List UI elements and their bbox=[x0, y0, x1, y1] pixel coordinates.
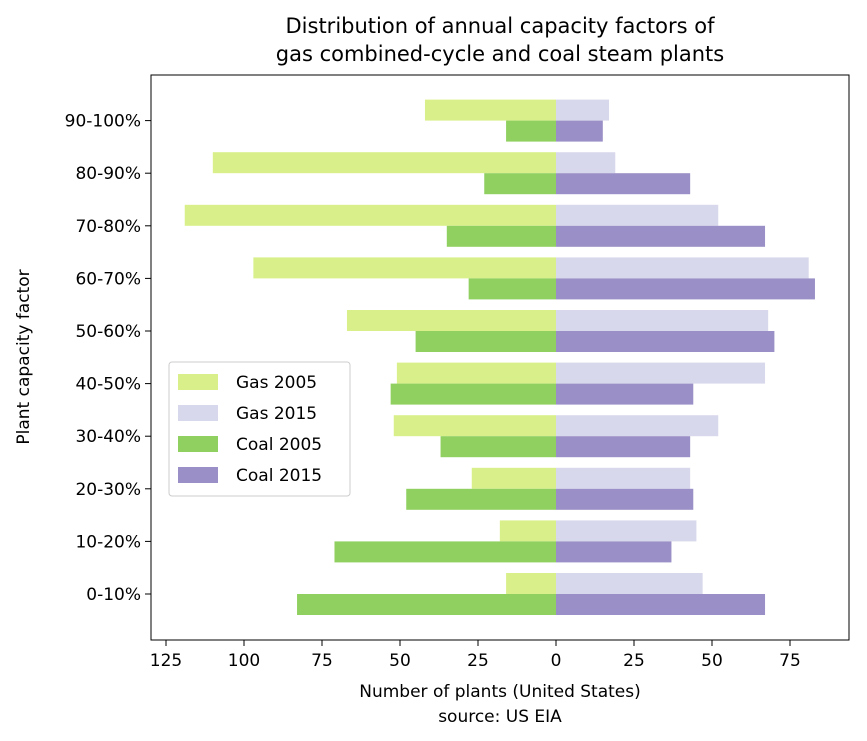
legend-label: Coal 2005 bbox=[236, 435, 322, 455]
bar-gas-2015-10-20% bbox=[556, 520, 697, 542]
x-tick-label: 50 bbox=[389, 651, 411, 671]
bar-gas-2015-60-70% bbox=[556, 257, 809, 279]
x-axis-sublabel: source: US EIA bbox=[438, 707, 562, 727]
bar-coal-2015-40-50% bbox=[556, 383, 694, 405]
bar-coal-2005-20-30% bbox=[406, 488, 556, 510]
legend-label: Gas 2005 bbox=[236, 373, 317, 393]
y-tick-label: 80-90% bbox=[75, 164, 141, 184]
bar-coal-2005-60-70% bbox=[468, 278, 556, 300]
bar-gas-2015-50-60% bbox=[556, 310, 769, 331]
bar-coal-2015-90-100% bbox=[556, 120, 603, 142]
chart-title-line-1: Distribution of annual capacity factors … bbox=[286, 14, 716, 38]
y-tick-label: 70-80% bbox=[75, 217, 141, 237]
bar-gas-2005-70-80% bbox=[184, 204, 556, 226]
bar-coal-2005-90-100% bbox=[506, 120, 556, 142]
x-axis-ticks: 125 100 75 50 25 0 25 50 75 bbox=[150, 640, 801, 671]
x-tick-label: 75 bbox=[779, 651, 801, 671]
bar-coal-2015-0-10% bbox=[556, 594, 766, 615]
y-tick-label: 40-50% bbox=[75, 375, 141, 395]
bar-gas-2005-30-40% bbox=[393, 415, 556, 437]
bar-gas-2015-80-90% bbox=[556, 152, 616, 174]
y-tick-label: 0-10% bbox=[86, 585, 141, 605]
bar-gas-2005-60-70% bbox=[253, 257, 557, 279]
x-tick-label: 125 bbox=[150, 651, 182, 671]
bar-gas-2005-0-10% bbox=[506, 573, 556, 594]
bar-gas-2005-40-50% bbox=[396, 362, 556, 384]
legend-swatch bbox=[178, 467, 218, 483]
bar-gas-2015-0-10% bbox=[556, 573, 703, 594]
legend-swatch bbox=[178, 436, 218, 452]
bar-coal-2015-80-90% bbox=[556, 173, 691, 195]
y-tick-label: 30-40% bbox=[75, 427, 141, 447]
plot-frame bbox=[150, 74, 850, 641]
y-tick-label: 60-70% bbox=[75, 269, 141, 289]
bar-coal-2005-40-50% bbox=[390, 383, 556, 405]
legend-label: Coal 2015 bbox=[236, 466, 322, 486]
bar-coal-2015-70-80% bbox=[556, 225, 766, 247]
x-tick-label: 25 bbox=[623, 651, 645, 671]
bar-coal-2005-70-80% bbox=[446, 225, 556, 247]
y-tick-label: 10-20% bbox=[75, 532, 141, 552]
bar-gas-2005-80-90% bbox=[212, 152, 557, 174]
bar-gas-2005-10-20% bbox=[499, 520, 556, 542]
x-tick-label: 0 bbox=[551, 651, 562, 671]
y-tick-label: 20-30% bbox=[75, 480, 141, 500]
y-axis-label: Plant capacity factor bbox=[14, 269, 34, 444]
x-tick-label: 25 bbox=[467, 651, 489, 671]
legend-swatch bbox=[178, 374, 218, 390]
bar-gas-2015-30-40% bbox=[556, 415, 719, 437]
bar-coal-2005-80-90% bbox=[484, 173, 556, 195]
legend-box bbox=[168, 361, 351, 497]
bar-gas-2005-90-100% bbox=[424, 99, 556, 121]
bar-coal-2005-50-60% bbox=[415, 331, 556, 352]
bar-coal-2005-30-40% bbox=[440, 436, 556, 458]
bar-gas-2015-70-80% bbox=[556, 204, 719, 226]
y-tick-label: 90-100% bbox=[65, 112, 141, 132]
y-tick-label: 50-60% bbox=[75, 322, 141, 342]
bar-gas-2015-40-50% bbox=[556, 362, 766, 384]
bar-gas-2015-90-100% bbox=[556, 99, 610, 121]
bars-group bbox=[184, 99, 815, 615]
bar-coal-2015-10-20% bbox=[556, 541, 672, 563]
bar-coal-2005-0-10% bbox=[297, 594, 556, 615]
x-tick-label: 75 bbox=[311, 651, 333, 671]
bar-gas-2015-20-30% bbox=[556, 467, 691, 489]
legend-label: Gas 2015 bbox=[236, 404, 317, 424]
bar-coal-2015-60-70% bbox=[556, 278, 815, 300]
bar-gas-2005-20-30% bbox=[471, 467, 556, 489]
x-axis-label: Number of plants (United States) bbox=[359, 682, 641, 702]
legend: Gas 2005 Gas 2015 Coal 2005 Coal 2015 bbox=[168, 361, 351, 497]
bar-coal-2005-10-20% bbox=[334, 541, 556, 563]
bar-coal-2015-50-60% bbox=[556, 331, 775, 352]
x-tick-label: 100 bbox=[228, 651, 260, 671]
legend-swatch bbox=[178, 405, 218, 421]
bar-coal-2015-20-30% bbox=[556, 488, 694, 510]
y-axis-ticks: 0-10% 10-20% 20-30% 30-40% 40-50% 50-60% 60-70… bbox=[65, 112, 151, 605]
x-tick-label: 50 bbox=[701, 651, 723, 671]
bar-coal-2015-30-40% bbox=[556, 436, 691, 458]
chart-title-line-2: gas combined-cycle and coal steam plants bbox=[276, 42, 725, 66]
bar-gas-2005-50-60% bbox=[346, 310, 556, 331]
